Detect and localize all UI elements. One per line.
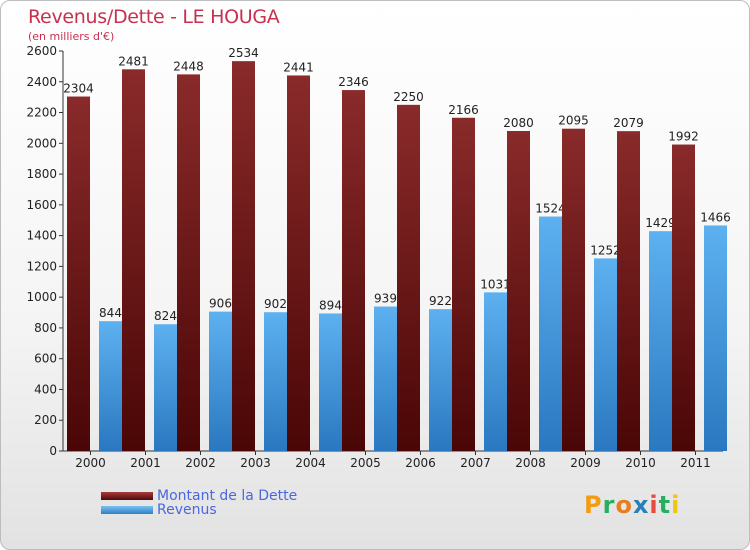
y-tick-label: 2400 xyxy=(26,75,57,89)
data-label-revenus: 906 xyxy=(209,297,232,311)
data-label-revenus: 844 xyxy=(99,306,122,320)
chart-subtitle: (en milliers d'€) xyxy=(28,30,115,43)
bar-revenus xyxy=(209,311,232,451)
logo-letter: o xyxy=(615,491,633,519)
y-tick-label: 2600 xyxy=(26,44,57,58)
y-tick-label: 600 xyxy=(34,352,57,366)
legend-swatch-revenus xyxy=(101,506,153,514)
bar-revenus xyxy=(264,312,287,451)
x-tick-label: 2000 xyxy=(75,456,106,470)
y-tick-label: 0 xyxy=(49,444,57,458)
x-tick-label: 2003 xyxy=(240,456,271,470)
y-tick-label: 1200 xyxy=(26,259,57,273)
x-tick-label: 2011 xyxy=(680,456,711,470)
bar-revenus xyxy=(649,231,672,451)
data-label-dette: 2095 xyxy=(558,114,589,128)
data-label-revenus: 894 xyxy=(319,298,342,312)
bar-revenus xyxy=(539,216,562,451)
legend-swatch-dette xyxy=(101,492,153,500)
data-label-dette: 2079 xyxy=(613,116,644,130)
bar-dette xyxy=(287,75,310,451)
y-tick-label: 1800 xyxy=(26,167,57,181)
legend-item-dette: Montant de la Dette xyxy=(101,489,297,503)
bar-revenus xyxy=(374,306,397,451)
data-label-revenus: 1466 xyxy=(700,210,731,224)
logo-letter: x xyxy=(632,491,650,519)
y-tick-label: 2200 xyxy=(26,106,57,120)
x-tick-label: 2005 xyxy=(350,456,381,470)
x-tick-label: 2007 xyxy=(460,456,491,470)
bar-dette xyxy=(177,74,200,451)
bar-dette xyxy=(122,69,145,452)
bar-dette xyxy=(342,90,365,452)
data-label-revenus: 902 xyxy=(264,297,287,311)
x-tick-label: 2008 xyxy=(515,456,546,470)
bar-revenus xyxy=(429,309,452,451)
data-label-dette: 2080 xyxy=(503,116,534,130)
bar-dette xyxy=(507,131,530,451)
y-tick-label: 200 xyxy=(34,413,57,427)
x-tick-label: 2002 xyxy=(185,456,216,470)
x-tick-label: 2009 xyxy=(570,456,601,470)
data-label-dette: 2534 xyxy=(228,46,259,60)
bar-dette xyxy=(617,131,640,451)
data-label-dette: 2166 xyxy=(448,103,479,117)
logo-letter: i xyxy=(649,491,659,519)
logo-letter: r xyxy=(602,491,616,519)
x-tick-label: 2006 xyxy=(405,456,436,470)
data-label-dette: 2481 xyxy=(118,54,149,68)
y-tick-label: 2000 xyxy=(26,136,57,150)
bar-revenus xyxy=(319,313,342,451)
data-label-revenus: 1252 xyxy=(590,243,621,257)
data-label-revenus: 1524 xyxy=(535,202,566,216)
y-tick-label: 1000 xyxy=(26,290,57,304)
bar-dette xyxy=(562,128,585,451)
bar-dette xyxy=(397,104,420,451)
y-tick-label: 1600 xyxy=(26,198,57,212)
data-label-dette: 2304 xyxy=(63,82,94,96)
bar-dette xyxy=(232,61,255,452)
legend-label-revenus: Revenus xyxy=(157,502,217,518)
legend-label-dette: Montant de la Dette xyxy=(157,488,298,504)
data-label-revenus: 1031 xyxy=(480,277,511,291)
bar-revenus xyxy=(154,324,177,451)
x-tick-label: 2004 xyxy=(295,456,326,470)
bar-dette xyxy=(67,96,90,452)
chart-title: Revenus/Dette - LE HOUGA xyxy=(28,6,280,28)
bar-revenus xyxy=(704,225,727,451)
proxiti-logo: Proxiti xyxy=(584,491,680,519)
data-label-dette: 2448 xyxy=(173,59,204,73)
bar-dette xyxy=(672,144,695,452)
bar-revenus xyxy=(99,321,122,451)
data-label-revenus: 824 xyxy=(154,309,177,323)
data-label-dette: 1992 xyxy=(668,130,699,144)
logo-letter: P xyxy=(584,491,603,519)
data-label-revenus: 1429 xyxy=(645,216,676,230)
legend-item-revenus: Revenus xyxy=(101,503,217,517)
logo-letter: i xyxy=(671,491,681,519)
data-label-revenus: 939 xyxy=(374,292,397,306)
y-tick-label: 1400 xyxy=(26,229,57,243)
x-tick-label: 2010 xyxy=(625,456,656,470)
data-label-dette: 2346 xyxy=(338,75,369,89)
bar-revenus xyxy=(594,258,617,451)
bar-revenus xyxy=(484,292,507,451)
logo-letter: t xyxy=(658,491,672,519)
x-tick-label: 2001 xyxy=(130,456,161,470)
data-label-revenus: 922 xyxy=(429,294,452,308)
data-label-dette: 2441 xyxy=(283,60,314,74)
y-tick-label: 800 xyxy=(34,321,57,335)
y-tick-label: 400 xyxy=(34,382,57,396)
data-label-dette: 2250 xyxy=(393,90,424,104)
bar-dette xyxy=(452,117,475,452)
